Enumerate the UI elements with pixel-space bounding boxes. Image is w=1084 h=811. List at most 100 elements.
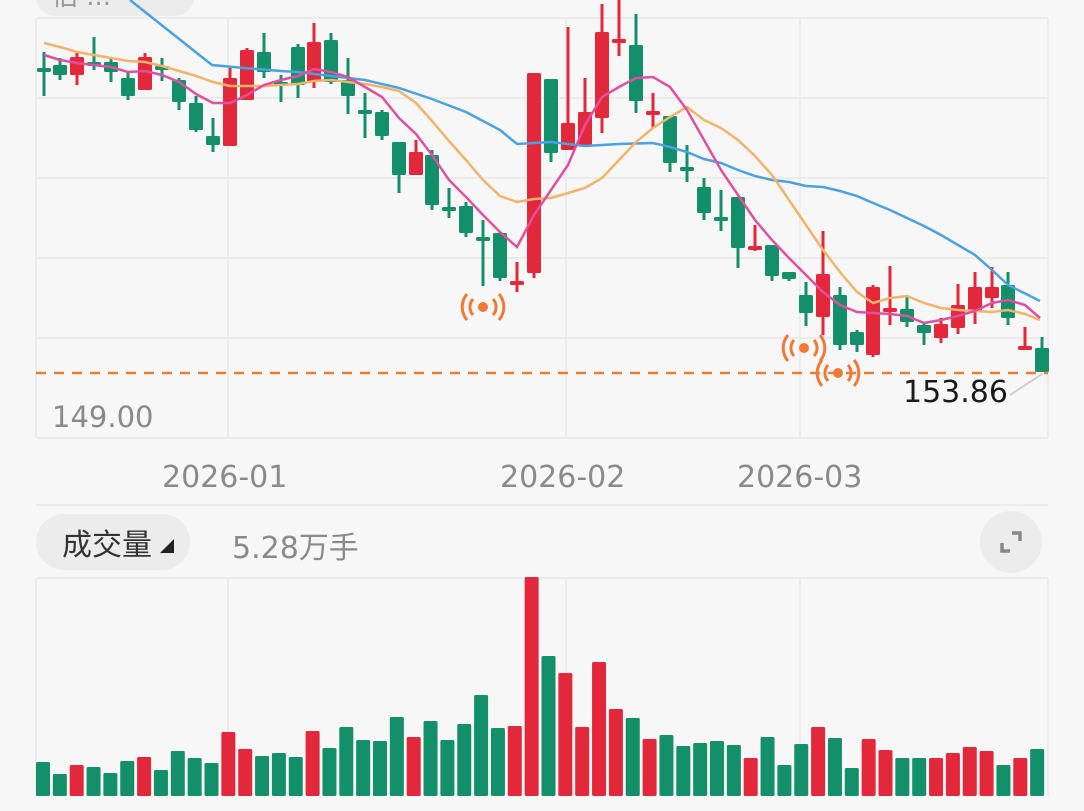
volume-bar	[69, 765, 84, 796]
volume-bar	[356, 740, 371, 796]
volume-selector-label: 成交量	[62, 528, 152, 563]
volume-bar	[642, 739, 657, 796]
last-price-label: 153.86	[903, 375, 1008, 410]
candle-body	[375, 112, 389, 136]
volume-bar	[170, 751, 185, 796]
candle-body	[409, 152, 423, 175]
volume-bar	[726, 745, 741, 796]
x-axis-label-mar: 2026-03	[737, 460, 863, 495]
volume-bar	[271, 753, 286, 796]
candle-body	[307, 42, 321, 82]
volume-bar	[659, 735, 674, 796]
candle-body	[799, 295, 813, 313]
candle-body	[1035, 348, 1049, 372]
volume-bar	[760, 737, 775, 796]
candle-body	[459, 206, 473, 233]
volume-bar	[608, 709, 623, 796]
volume-bar	[945, 753, 960, 796]
volume-bar	[710, 741, 724, 796]
volume-bar	[322, 748, 337, 796]
candle-body	[731, 197, 745, 248]
indicator-pill[interactable]: 估 ...	[36, 0, 194, 16]
signal-broadcast-icon[interactable]	[815, 359, 861, 387]
volume-bar	[52, 774, 67, 796]
volume-bar	[777, 765, 792, 796]
candle-body	[782, 272, 796, 279]
volume-bar	[1030, 749, 1045, 796]
volume-bar	[962, 747, 977, 796]
candle-body	[544, 79, 558, 153]
candle-body	[493, 233, 507, 278]
price-axis-min-label: 149.00	[52, 400, 154, 434]
volume-bar	[861, 739, 876, 796]
candle-body	[985, 287, 999, 298]
volume-bar	[406, 737, 421, 796]
candle-body	[53, 65, 67, 75]
candle-body	[595, 32, 609, 118]
volume-bar	[288, 757, 303, 796]
candle-body	[680, 167, 694, 171]
candle-body	[850, 332, 864, 345]
volume-indicator-selector[interactable]: 成交量	[36, 514, 190, 570]
ma20-line	[129, 0, 1041, 303]
indicator-pill-label: 估 ...	[52, 0, 111, 12]
volume-bar	[440, 740, 455, 796]
volume-bar	[592, 662, 607, 796]
candle-body	[223, 78, 237, 146]
candle-body	[291, 47, 305, 85]
volume-bar	[373, 741, 387, 796]
volume-bar	[507, 726, 522, 796]
volume-bar	[255, 756, 270, 796]
candle-body	[442, 207, 456, 211]
volume-bar	[979, 751, 994, 796]
volume-bar	[339, 727, 354, 796]
expand-button[interactable]	[980, 511, 1042, 573]
volume-bar	[86, 767, 101, 796]
volume-bar	[929, 758, 944, 796]
candle-body	[883, 308, 897, 312]
candle-body	[121, 78, 135, 96]
candle-body	[392, 142, 406, 175]
volume-bar	[423, 721, 438, 796]
signal-broadcast-icon[interactable]	[460, 293, 506, 321]
volume-bar	[187, 758, 202, 796]
dropdown-triangle-icon	[160, 539, 174, 553]
volume-bar	[743, 758, 758, 796]
candle-body	[866, 287, 880, 355]
volume-bar	[811, 727, 826, 796]
volume-bar	[996, 765, 1011, 796]
candle-body	[206, 136, 220, 145]
volume-bar	[794, 744, 809, 796]
candle-body	[70, 57, 84, 75]
candle-body	[476, 237, 490, 241]
volume-bar	[153, 770, 168, 796]
volume-bar	[895, 758, 910, 796]
candle-body	[968, 287, 982, 311]
candle-body	[646, 111, 660, 115]
volume-bar	[575, 727, 590, 796]
volume-bar	[221, 732, 236, 796]
candle-body	[765, 245, 779, 276]
last-price-pointer	[1009, 373, 1043, 396]
candle-body	[561, 123, 575, 150]
volume-bar	[693, 743, 708, 796]
volume-bar	[120, 761, 135, 796]
volume-bar	[524, 577, 539, 796]
candle-body	[257, 52, 271, 72]
candle-body	[37, 68, 51, 72]
volume-bar	[1013, 758, 1028, 796]
candle-body	[527, 73, 541, 273]
candle-body	[358, 110, 372, 114]
volume-bar	[238, 749, 253, 796]
volume-bar	[912, 758, 927, 796]
volume-bar	[457, 724, 472, 796]
signal-broadcast-icon[interactable]	[781, 334, 827, 362]
volume-bar	[474, 695, 489, 796]
volume-value: 5.28万手	[232, 531, 359, 566]
candle-body	[1018, 346, 1032, 350]
ma10-line	[43, 41, 1041, 322]
volume-bar	[389, 717, 404, 796]
candle-body	[697, 187, 711, 213]
candle-body	[934, 324, 948, 338]
